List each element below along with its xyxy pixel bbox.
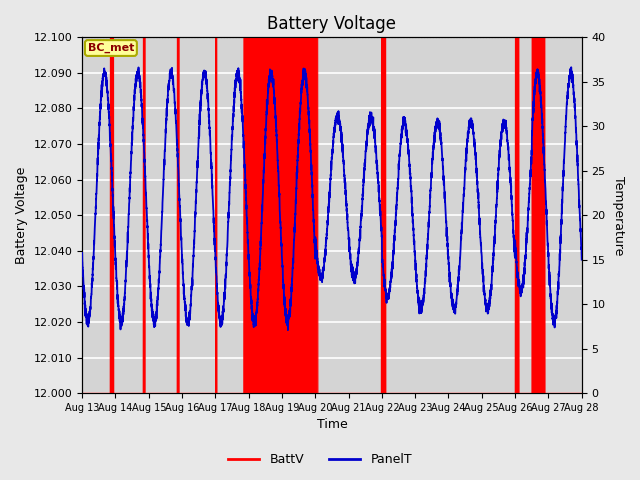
- Title: Battery Voltage: Battery Voltage: [268, 15, 396, 33]
- Text: BC_met: BC_met: [88, 43, 134, 53]
- X-axis label: Time: Time: [317, 419, 348, 432]
- Y-axis label: Temperature: Temperature: [612, 176, 625, 255]
- Y-axis label: Battery Voltage: Battery Voltage: [15, 167, 28, 264]
- Legend: BattV, PanelT: BattV, PanelT: [223, 448, 417, 471]
